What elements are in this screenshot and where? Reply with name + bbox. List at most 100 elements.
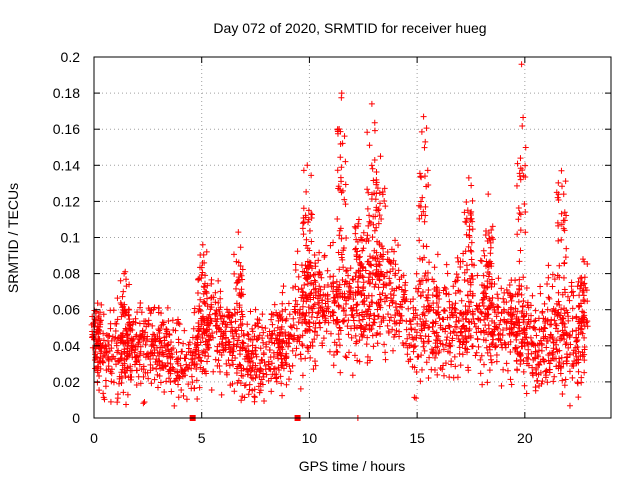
data-point: [361, 301, 368, 308]
data-point: [316, 249, 323, 256]
data-point: [120, 389, 127, 396]
data-point: [325, 308, 332, 315]
data-point: [304, 162, 311, 169]
data-point: [373, 224, 380, 231]
data-point: [217, 304, 224, 311]
data-point: [555, 289, 562, 296]
data-point: [108, 378, 115, 385]
data-point: [215, 299, 222, 306]
data-point: [380, 317, 387, 324]
data-point: [232, 318, 239, 325]
data-point: [303, 242, 310, 249]
data-point: [363, 295, 370, 302]
data-point: [356, 253, 363, 260]
data-point: [352, 245, 359, 252]
y-tick-label: 0.16: [53, 121, 80, 137]
data-point: [398, 304, 405, 311]
data-point: [244, 351, 251, 358]
data-point: [550, 305, 557, 312]
data-point: [418, 323, 425, 330]
data-point: [463, 262, 470, 269]
data-point: [257, 345, 264, 352]
data-point: [249, 325, 256, 332]
data-point: [407, 298, 414, 305]
data-point: [575, 394, 582, 401]
data-point: [196, 384, 203, 391]
data-point: [467, 334, 474, 341]
data-point: [490, 336, 497, 343]
data-point: [230, 251, 237, 258]
data-point: [265, 358, 272, 365]
data-point: [470, 315, 477, 322]
data-point: [126, 324, 133, 331]
data-point: [507, 338, 514, 345]
data-point: [487, 297, 494, 304]
data-point: [512, 333, 519, 340]
data-point: [399, 298, 406, 305]
data-point: [413, 270, 420, 277]
data-point: [267, 366, 274, 373]
data-point: [278, 326, 285, 333]
data-point: [314, 332, 321, 339]
data-point: [376, 212, 383, 219]
data-point: [205, 321, 212, 328]
data-point: [417, 198, 424, 205]
data-point: [446, 349, 453, 356]
data-point: [91, 316, 98, 323]
data-point: [166, 331, 173, 338]
data-point: [328, 283, 335, 290]
data-point: [423, 125, 430, 132]
data-point: [547, 357, 554, 364]
data-point: [241, 394, 248, 401]
data-point: [236, 361, 243, 368]
data-point: [345, 272, 352, 279]
data-point: [516, 210, 523, 217]
data-point: [296, 314, 303, 321]
data-point: [268, 360, 275, 367]
data-point: [431, 354, 438, 361]
x-tick-label: 5: [198, 430, 206, 446]
data-point: [227, 345, 234, 352]
data-point: [114, 316, 121, 323]
data-point: [418, 352, 425, 359]
data-point: [268, 332, 275, 339]
data-point: [330, 309, 337, 316]
data-point: [101, 396, 108, 403]
data-point: [527, 334, 534, 341]
data-point: [316, 292, 323, 299]
data-point: [367, 220, 374, 227]
data-point: [365, 258, 372, 265]
data-point: [422, 333, 429, 340]
data-point: [228, 324, 235, 331]
data-point: [324, 291, 331, 298]
y-tick-label: 0.08: [53, 266, 80, 282]
data-point: [124, 391, 131, 398]
data-point: [179, 373, 186, 380]
data-point: [520, 313, 527, 320]
data-point: [575, 356, 582, 363]
data-point: [334, 215, 341, 222]
data-point: [136, 320, 143, 327]
data-point: [486, 367, 493, 374]
data-point: [463, 338, 470, 345]
data-point: [421, 218, 428, 225]
data-point: [237, 380, 244, 387]
data-point: [475, 343, 482, 350]
data-point: [345, 295, 352, 302]
data-point: [299, 320, 306, 327]
data-point: [422, 138, 429, 145]
data-point: [197, 364, 204, 371]
data-point: [148, 343, 155, 350]
data-point: [163, 325, 170, 332]
data-point: [215, 325, 222, 332]
data-point: [461, 209, 468, 216]
data-point: [441, 284, 448, 291]
data-point: [484, 278, 491, 285]
data-point: [307, 227, 314, 234]
data-point: [260, 370, 267, 377]
data-point: [492, 344, 499, 351]
data-point: [521, 327, 528, 334]
data-point: [367, 271, 374, 278]
data-point: [213, 322, 220, 329]
